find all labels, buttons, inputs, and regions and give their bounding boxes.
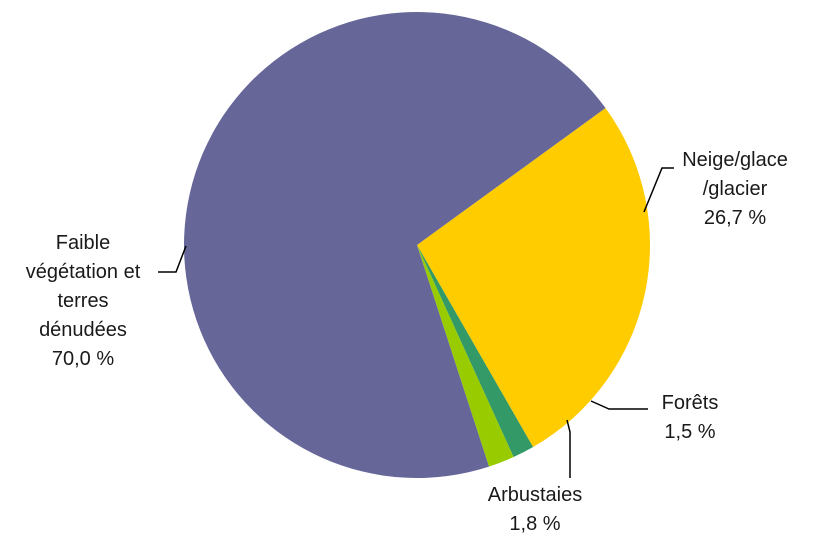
label-faible-line2: végétation et [25, 261, 141, 283]
label-neige-line1: Neige/glace [682, 149, 788, 171]
value-forets: 1,5 % [664, 421, 716, 443]
label-faible-line4: dénudées [39, 319, 127, 341]
leader-forets [590, 400, 648, 410]
label-neige-line2: /glacier [702, 178, 768, 200]
pie-slice-2 [417, 245, 514, 467]
pie-slice-1 [417, 245, 534, 458]
label-faible-line3: terres [57, 290, 109, 312]
value-faible: 70,0 % [51, 348, 115, 370]
label-forets: Forêts 1,5 % [650, 389, 730, 447]
leader-faible [158, 245, 187, 273]
leader-arbustaies [566, 419, 571, 478]
pie-slice-0 [417, 108, 650, 448]
label-forets-line1: Forêts [661, 392, 719, 414]
label-neige-glace: Neige/glace /glacier 26,7 % [676, 146, 794, 233]
label-faible-vegetation: Faible végétation et terres dénudées 70,… [0, 229, 166, 374]
label-arbustaies: Arbustaies 1,8 % [470, 481, 600, 539]
leader-neige [643, 167, 674, 213]
value-neige: 26,7 % [703, 207, 767, 229]
pie-slice-3 [184, 11, 606, 478]
label-faible-line1: Faible [55, 232, 111, 254]
label-arbustaies-line1: Arbustaies [487, 484, 583, 506]
value-arbustaies: 1,8 % [509, 513, 561, 535]
